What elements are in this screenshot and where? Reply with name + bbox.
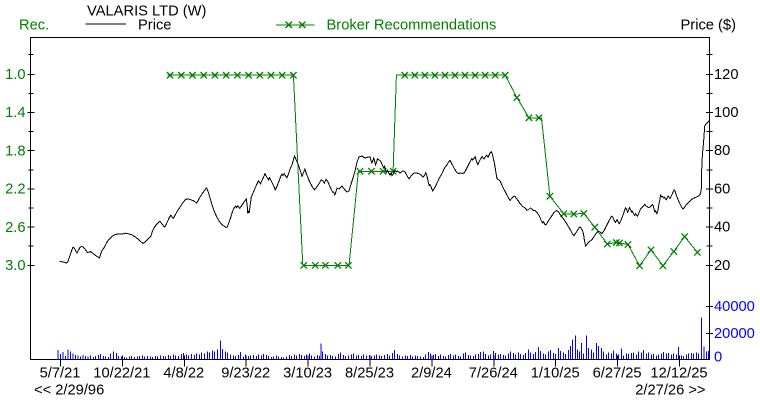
- svg-text:10/22/21: 10/22/21: [93, 366, 150, 382]
- svg-text:4/8/22: 4/8/22: [163, 366, 204, 382]
- svg-text:2.6: 2.6: [5, 220, 25, 236]
- svg-text:Price: Price: [138, 18, 171, 34]
- svg-text:8/25/23: 8/25/23: [345, 366, 394, 382]
- svg-text:5/7/21: 5/7/21: [40, 366, 81, 382]
- svg-text:20: 20: [714, 258, 730, 274]
- svg-text:VALARIS LTD (W): VALARIS LTD (W): [87, 4, 206, 20]
- svg-text:100: 100: [714, 105, 739, 121]
- svg-text:2/27/26 >>: 2/27/26 >>: [635, 383, 705, 399]
- svg-text:20000: 20000: [714, 326, 755, 342]
- svg-text:2/9/24: 2/9/24: [411, 366, 452, 382]
- svg-text:80: 80: [714, 143, 730, 159]
- svg-text:Broker Recommendations: Broker Recommendations: [327, 18, 497, 34]
- svg-text:40000: 40000: [714, 299, 755, 315]
- svg-text:9/23/22: 9/23/22: [221, 366, 270, 382]
- svg-text:0: 0: [714, 350, 722, 366]
- svg-text:<< 2/29/96: << 2/29/96: [34, 383, 104, 399]
- svg-text:Rec.: Rec.: [19, 18, 49, 34]
- svg-text:60: 60: [714, 181, 730, 197]
- svg-text:1.4: 1.4: [5, 105, 25, 121]
- svg-text:Price ($): Price ($): [681, 18, 737, 34]
- svg-text:40: 40: [714, 220, 730, 236]
- svg-text:1/10/25: 1/10/25: [531, 366, 580, 382]
- svg-text:7/26/24: 7/26/24: [469, 366, 518, 382]
- svg-text:2.2: 2.2: [5, 182, 25, 198]
- svg-text:3/10/23: 3/10/23: [283, 366, 332, 382]
- svg-text:3.0: 3.0: [5, 258, 25, 274]
- svg-text:1.8: 1.8: [5, 143, 25, 159]
- svg-text:12/12/25: 12/12/25: [650, 366, 707, 382]
- svg-text:1.0: 1.0: [5, 67, 25, 83]
- svg-text:120: 120: [714, 67, 739, 83]
- svg-text:6/27/25: 6/27/25: [593, 366, 642, 382]
